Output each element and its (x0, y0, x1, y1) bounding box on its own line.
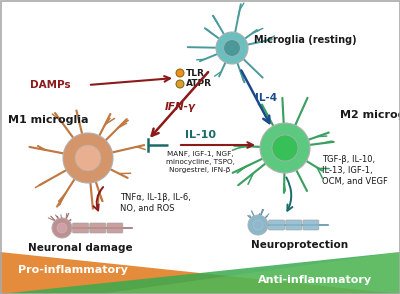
Circle shape (75, 145, 101, 171)
Text: ATPR: ATPR (186, 79, 212, 88)
Circle shape (260, 123, 310, 173)
FancyBboxPatch shape (90, 223, 106, 233)
Polygon shape (0, 252, 400, 294)
Text: M1 microglia: M1 microglia (8, 115, 88, 125)
FancyBboxPatch shape (72, 223, 88, 233)
Text: MANF, IGF-1, NGF,
minocycline, TSPO,
Norgestrel, IFN-β: MANF, IGF-1, NGF, minocycline, TSPO, Nor… (166, 151, 234, 173)
Circle shape (224, 40, 240, 56)
Text: M2 microglia: M2 microglia (340, 110, 400, 120)
Text: Pro-inflammatory: Pro-inflammatory (18, 265, 128, 275)
Text: TLR: TLR (186, 69, 205, 78)
Circle shape (176, 80, 184, 88)
Circle shape (216, 32, 248, 64)
Text: Neuronal damage: Neuronal damage (28, 243, 132, 253)
Circle shape (248, 215, 268, 235)
Text: IL-4: IL-4 (255, 93, 277, 103)
Text: Microglia (resting): Microglia (resting) (254, 35, 357, 45)
Text: Neuroprotection: Neuroprotection (252, 240, 348, 250)
Text: TNFα, IL-1β, IL-6,
NO, and ROS: TNFα, IL-1β, IL-6, NO, and ROS (120, 193, 191, 213)
Circle shape (176, 69, 184, 77)
Circle shape (272, 135, 298, 161)
Circle shape (63, 133, 113, 183)
Circle shape (57, 223, 67, 233)
Text: Anti-inflammatory: Anti-inflammatory (258, 275, 372, 285)
FancyBboxPatch shape (268, 220, 284, 230)
FancyBboxPatch shape (286, 220, 302, 230)
Circle shape (253, 220, 263, 230)
Polygon shape (0, 252, 400, 294)
Text: DAMPs: DAMPs (30, 80, 71, 90)
Circle shape (52, 218, 72, 238)
Text: IL-10: IL-10 (184, 130, 216, 140)
FancyBboxPatch shape (303, 220, 319, 230)
FancyBboxPatch shape (107, 223, 123, 233)
Polygon shape (100, 252, 400, 294)
Text: TGF-β, IL-10,
IL-13, IGF-1,
OCM, and VEGF: TGF-β, IL-10, IL-13, IGF-1, OCM, and VEG… (322, 155, 388, 186)
Text: IFN-γ: IFN-γ (165, 102, 196, 112)
